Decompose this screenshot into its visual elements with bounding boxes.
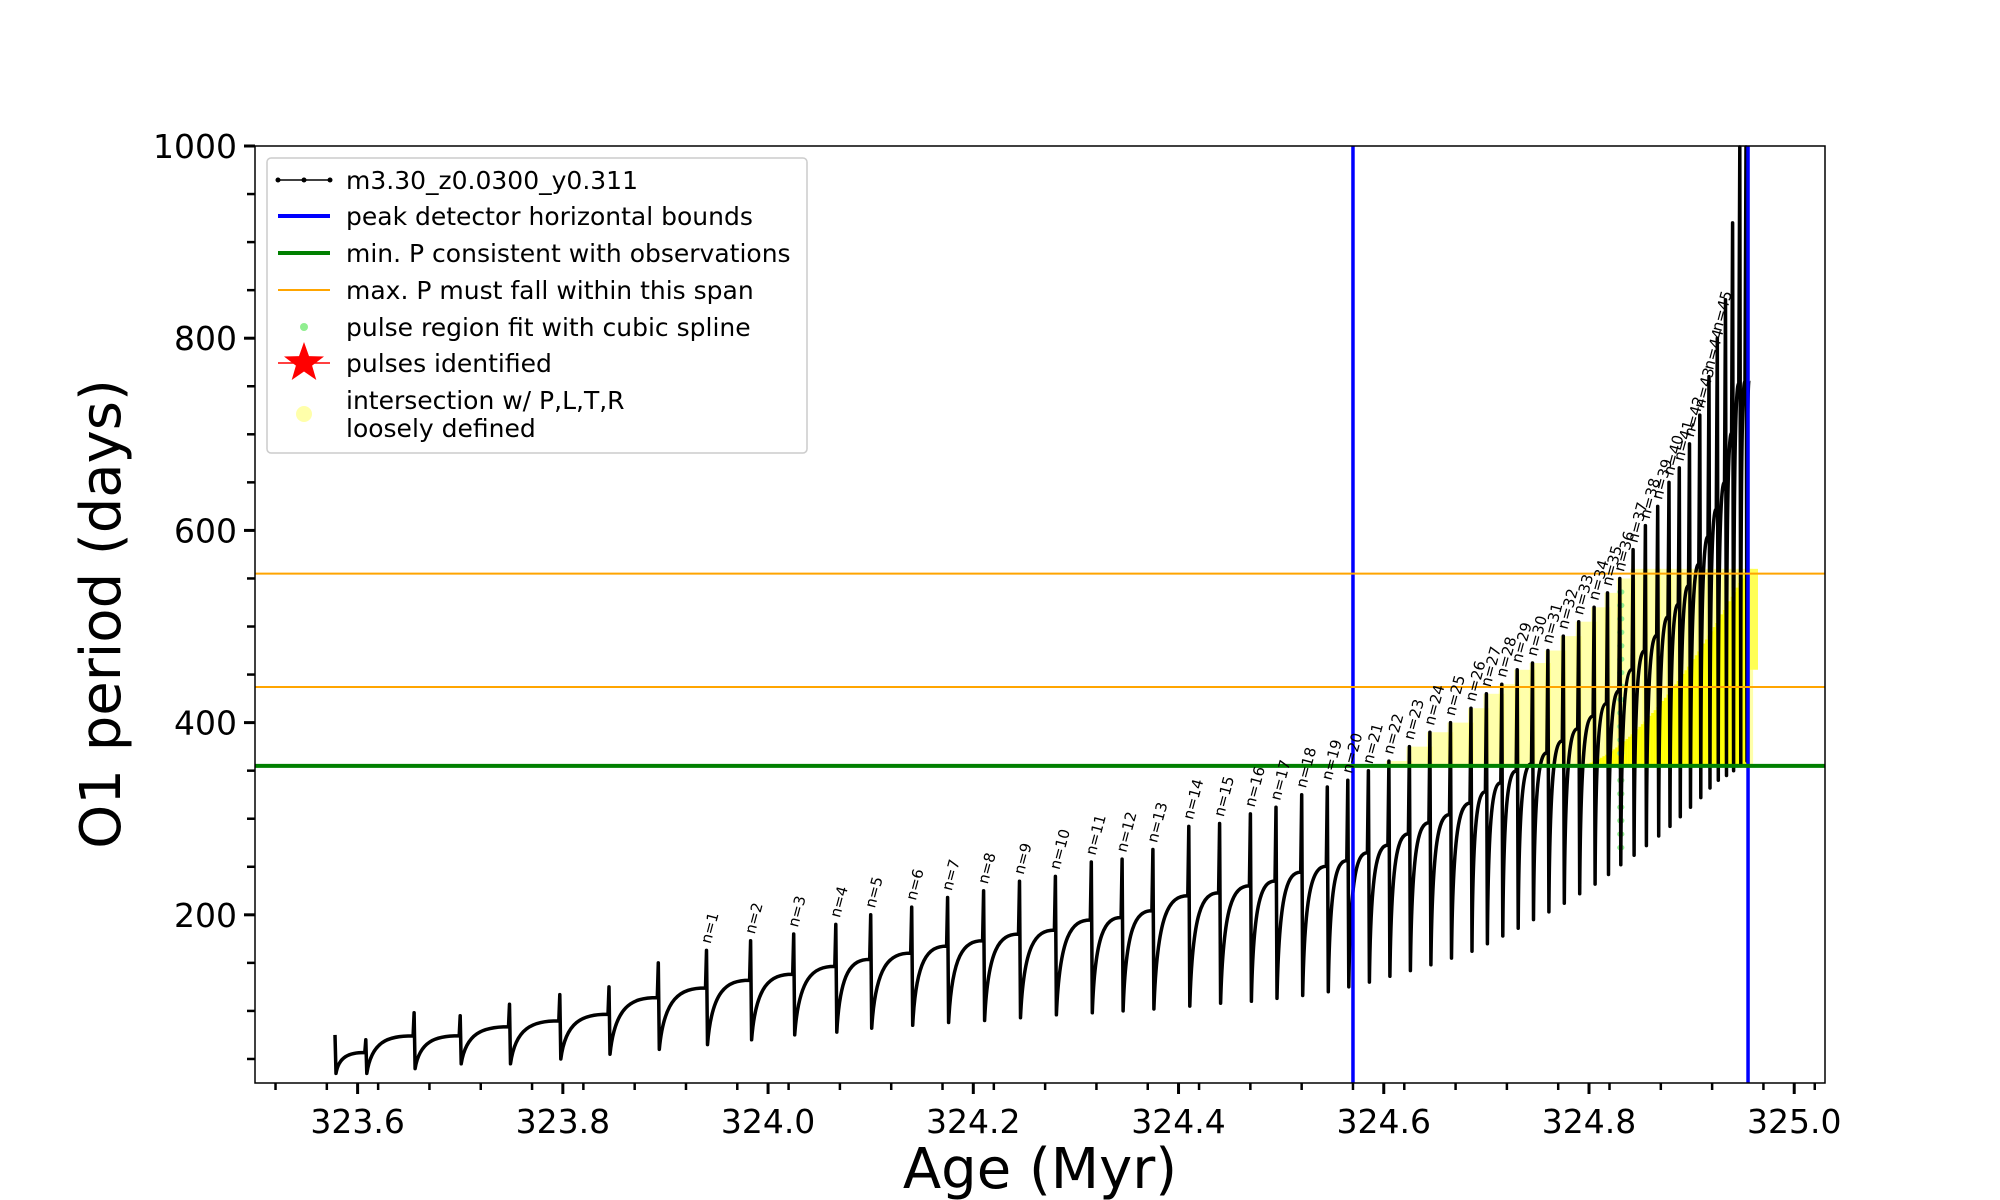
intersection-region-marker: [1385, 761, 1413, 766]
pulse-label: n=43: [1690, 366, 1718, 410]
pulse-label: n=5: [861, 875, 887, 910]
pulse-label: n=13: [1143, 800, 1171, 844]
legend-handle-dot: [275, 177, 281, 183]
y-axis-label: O1 period (days): [69, 379, 134, 849]
legend-label-line2: loosely defined: [346, 414, 536, 443]
x-tick-label: 324.0: [721, 1102, 815, 1141]
pulse-label: n=44: [1699, 327, 1727, 371]
axis-ticks: 323.6 323.8 324.0 324.2 324.4 324.6 324.8 325.0…: [153, 127, 1841, 1141]
pulse-label: n=9: [1010, 841, 1036, 876]
plot-frame: [254, 145, 1826, 1084]
y-tick-label: 800: [174, 319, 237, 358]
legend-label: pulses identified: [346, 349, 552, 378]
pulse-label: n=4: [826, 884, 852, 919]
y-tick-label: 1000: [153, 127, 237, 166]
legend-handle-dot: [300, 323, 308, 331]
legend-handle-dot: [327, 177, 333, 183]
star-icon: [284, 342, 324, 380]
pulse-label: n=12: [1113, 810, 1141, 854]
x-tick-label: 325.0: [1747, 1102, 1841, 1141]
x-tick-label: 324.2: [926, 1102, 1020, 1141]
x-tick-label: 324.6: [1337, 1102, 1431, 1141]
legend-label: min. P consistent with observations: [346, 239, 791, 268]
legend-label: m3.30_z0.0300_y0.311: [346, 166, 638, 195]
pulse-label: n=8: [974, 851, 1000, 886]
pulse-label: n=2: [741, 901, 767, 936]
intersection-region-marker: [1406, 746, 1433, 766]
legend-handle-dot: [301, 177, 307, 183]
pulse-label: n=11: [1082, 813, 1110, 857]
reference-lines: [255, 146, 1825, 1083]
x-tick-label: 323.8: [516, 1102, 610, 1141]
pulse-label: n=14: [1179, 777, 1207, 821]
legend-box: [266, 157, 808, 454]
pulse-label: n=7: [938, 857, 964, 892]
pulse-label: n=15: [1210, 774, 1238, 818]
legend-label: peak detector horizontal bounds: [346, 202, 753, 231]
legend-handle-circle: [296, 406, 312, 422]
legend-label: intersection w/ P,L,T,R: [346, 386, 625, 415]
x-axis-label: Age (Myr): [903, 1137, 1177, 1200]
pulse-label: n=10: [1046, 827, 1074, 871]
y-tick-label: 200: [174, 896, 237, 935]
legend-label: max. P must fall within this span: [346, 276, 754, 305]
x-tick-label: 324.8: [1542, 1102, 1636, 1141]
y-tick-label: 600: [174, 511, 237, 550]
legend-label: pulse region fit with cubic spline: [346, 313, 751, 342]
pulse-label: n=1: [697, 910, 723, 945]
series-line: [333, 145, 1751, 1076]
pulse-label: n=6: [902, 867, 928, 902]
x-tick-label: 323.6: [310, 1102, 404, 1141]
x-tick-label: 324.4: [1131, 1102, 1225, 1141]
pulse-label: n=3: [784, 894, 810, 929]
pulse-label: n=16: [1241, 765, 1269, 809]
y-tick-label: 400: [174, 704, 237, 743]
